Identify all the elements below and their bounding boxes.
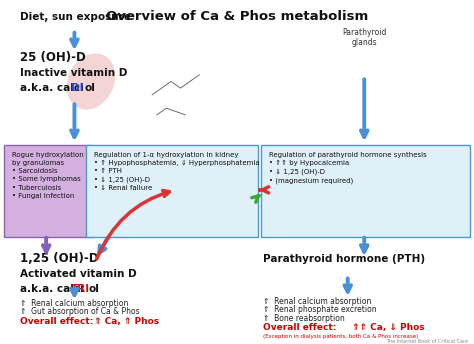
Text: The Internet Book of Critical Care: The Internet Book of Critical Care: [386, 339, 468, 344]
Text: Diet, sun exposure: Diet, sun exposure: [20, 12, 131, 22]
Text: ⇑  Gut absorption of Ca & Phos: ⇑ Gut absorption of Ca & Phos: [20, 307, 140, 316]
Text: Regulation of 1-α hydroxylation in kidney
• ⇑ Hypophosphatemia, ⇓ Hyperphosphate: Regulation of 1-α hydroxylation in kidne…: [94, 151, 260, 191]
Text: ⇑  Bone reabsorption: ⇑ Bone reabsorption: [263, 314, 345, 323]
Text: ol: ol: [84, 84, 95, 94]
FancyBboxPatch shape: [4, 145, 91, 237]
Text: a.k.a. calci: a.k.a. calci: [20, 84, 84, 94]
FancyBboxPatch shape: [86, 145, 258, 237]
Text: Rogue hydroxylation
by granulomas
• Sarcoidosis
• Some lymphomas
• Tuberculosis
: Rogue hydroxylation by granulomas • Sarc…: [12, 151, 83, 199]
Text: ⇑  Renal calcium absorption: ⇑ Renal calcium absorption: [20, 299, 128, 308]
Text: Overall effect:: Overall effect:: [20, 317, 97, 326]
Text: Overall effect:: Overall effect:: [263, 323, 339, 332]
Text: (Exception in dialysis patients, both Ca & Phos increase): (Exception in dialysis patients, both Ca…: [263, 334, 418, 338]
Text: a.k.a. calci: a.k.a. calci: [20, 283, 84, 294]
Text: ⇑  Renal calcium absorption: ⇑ Renal calcium absorption: [263, 297, 371, 306]
Text: ⇑ Ca, ⇑ Phos: ⇑ Ca, ⇑ Phos: [94, 317, 159, 326]
Text: Overview of Ca & Phos metabolism: Overview of Ca & Phos metabolism: [106, 10, 368, 23]
Text: DI: DI: [71, 84, 83, 94]
Text: ol: ol: [88, 283, 99, 294]
Text: 1,25 (OH)-D: 1,25 (OH)-D: [20, 252, 99, 265]
Text: Inactive vitamin D: Inactive vitamin D: [20, 68, 128, 78]
Text: TRI: TRI: [71, 283, 90, 294]
Text: ⇑  Renal phosphate excretion: ⇑ Renal phosphate excretion: [263, 305, 376, 314]
Text: Regulation of parathyroid hormone synthesis
• ⇑⇑ by Hypocalcemia
• ⇓ 1,25 (OH)-D: Regulation of parathyroid hormone synthe…: [269, 151, 426, 184]
Text: ⇑⇑ Ca, ⇓ Phos: ⇑⇑ Ca, ⇓ Phos: [353, 323, 425, 332]
FancyBboxPatch shape: [261, 145, 470, 237]
Text: Parathyroid
glands: Parathyroid glands: [342, 28, 386, 47]
Text: Activated vitamin D: Activated vitamin D: [20, 269, 137, 279]
Ellipse shape: [67, 53, 115, 109]
Text: Parathyroid hormone (PTH): Parathyroid hormone (PTH): [263, 254, 425, 264]
Text: 25 (OH)-D: 25 (OH)-D: [20, 52, 86, 64]
